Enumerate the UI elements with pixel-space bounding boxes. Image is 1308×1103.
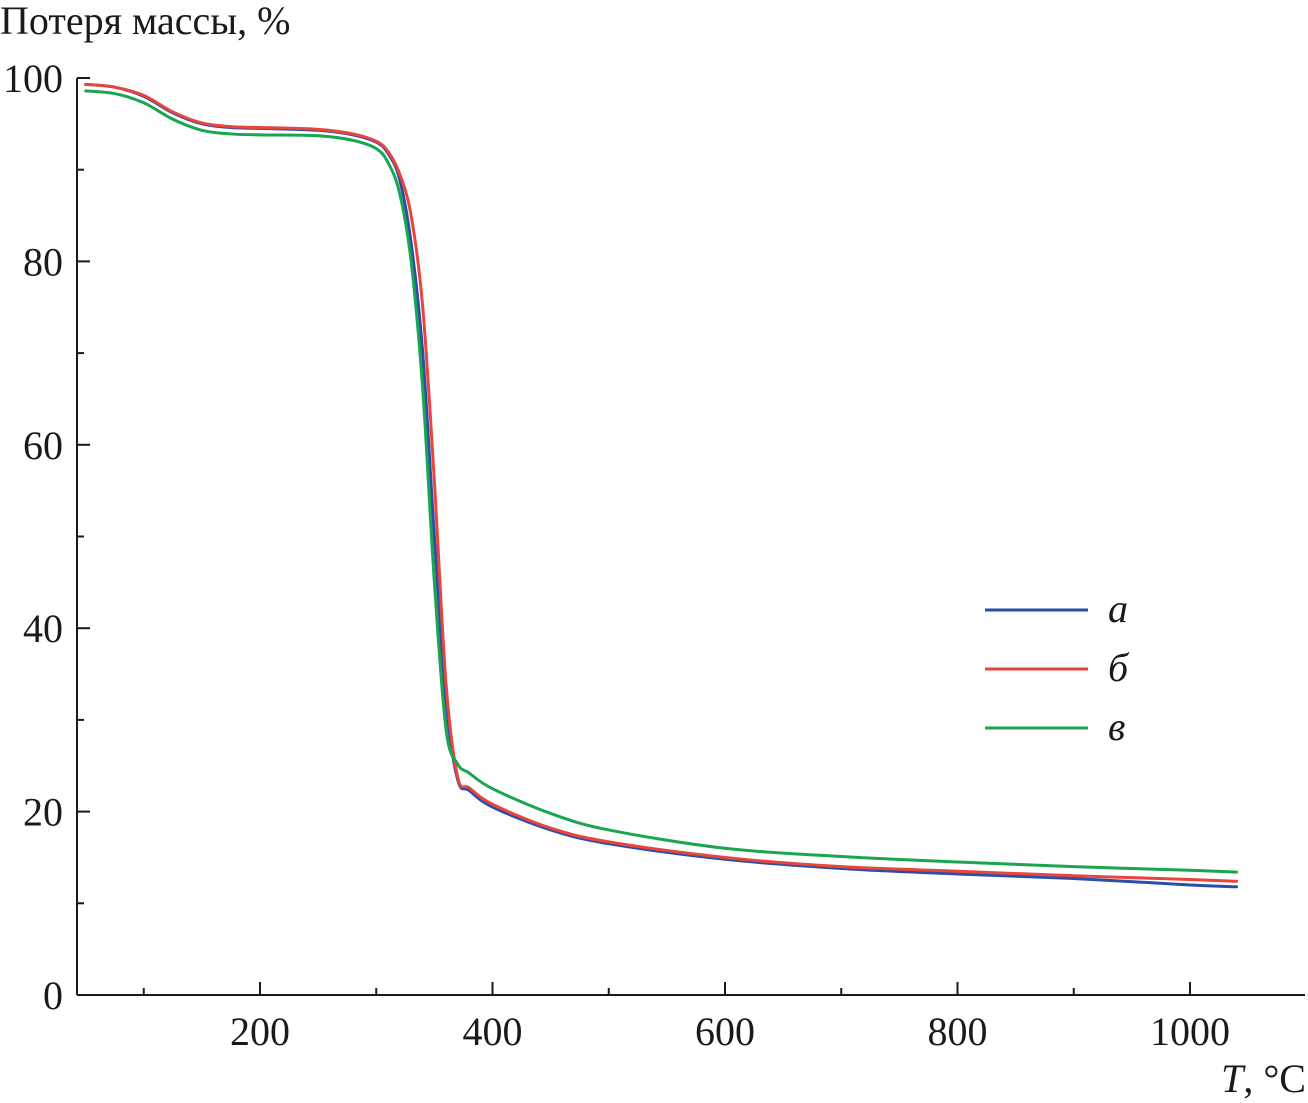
x-tick-label: 800 xyxy=(928,1009,988,1054)
series-line-3 xyxy=(84,89,1238,874)
legend-label: в xyxy=(1108,704,1125,749)
ticks xyxy=(77,77,1191,996)
series-line-1 xyxy=(84,82,1238,889)
x-axis-title-unit: , °C xyxy=(1243,1056,1306,1101)
y-tick-label: 60 xyxy=(23,423,63,468)
x-axis-title: T, °C xyxy=(1221,1056,1306,1101)
y-tick-label: 20 xyxy=(23,790,63,835)
x-tick-label: 600 xyxy=(695,1009,755,1054)
x-tick-label: 400 xyxy=(463,1009,523,1054)
y-tick-label: 80 xyxy=(23,239,63,284)
legend: абв xyxy=(985,586,1130,749)
series-lines xyxy=(84,82,1238,889)
x-axis-title-symbol: T xyxy=(1221,1056,1246,1101)
y-tick-label: 100 xyxy=(3,56,63,101)
y-axis-title: Потеря массы, % xyxy=(0,0,291,43)
axes xyxy=(76,78,1305,996)
y-tick-label: 40 xyxy=(23,606,63,651)
tick-labels: 200 400 600 800 1000 0 20 40 60 80 100 xyxy=(3,56,1230,1054)
x-tick-label: 200 xyxy=(230,1009,290,1054)
y-tick-label: 0 xyxy=(43,973,63,1018)
series-line-2 xyxy=(84,82,1238,883)
legend-label: а xyxy=(1108,586,1128,631)
x-tick-label: 1000 xyxy=(1150,1009,1230,1054)
legend-label: б xyxy=(1108,645,1130,690)
